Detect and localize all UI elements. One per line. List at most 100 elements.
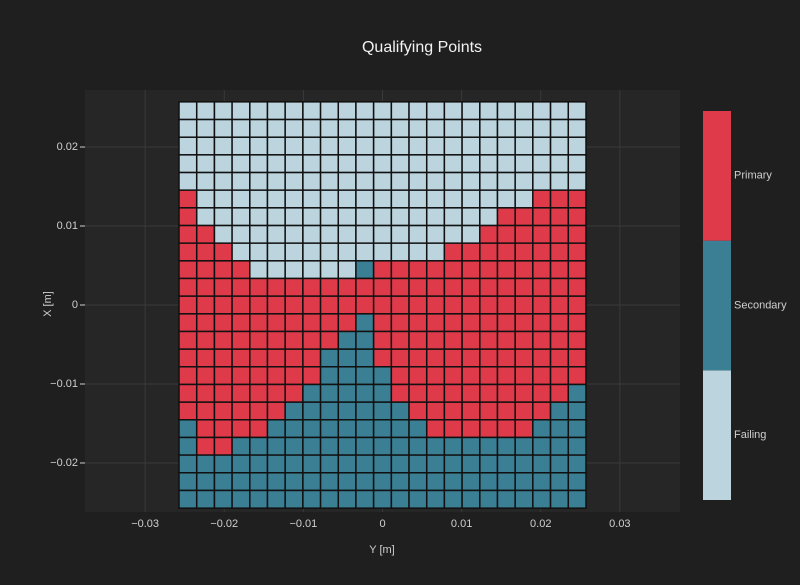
heatmap-cell (549, 366, 570, 386)
heatmap-cell (461, 242, 481, 262)
heatmap-cell (231, 171, 251, 191)
heatmap-cell (284, 277, 304, 297)
heatmap-cell (195, 101, 216, 121)
heatmap-cell (408, 295, 428, 315)
heatmap-cell (408, 489, 428, 509)
heatmap-cell (443, 260, 463, 280)
heatmap-cell (443, 136, 463, 156)
heatmap-cell (195, 207, 216, 227)
heatmap-cell (549, 401, 570, 421)
heatmap-cell (213, 136, 233, 156)
heatmap-cell (549, 295, 570, 315)
heatmap-cell (443, 313, 463, 333)
heatmap-cell (372, 489, 393, 509)
heatmap-cell (213, 348, 233, 368)
heatmap-cell (408, 277, 428, 297)
heatmap-cell (178, 472, 198, 492)
heatmap-cell (355, 295, 375, 315)
heatmap-cell (302, 366, 322, 386)
heatmap-cell (496, 383, 516, 403)
heatmap-cell (266, 189, 286, 209)
heatmap-cell (408, 348, 428, 368)
heatmap-cell (249, 330, 269, 350)
heatmap-cell (266, 260, 286, 280)
heatmap-cell (408, 313, 428, 333)
heatmap-cell (408, 154, 428, 174)
heatmap-cell (319, 207, 340, 227)
heatmap-cell (390, 489, 410, 509)
heatmap-cell (443, 171, 463, 191)
heatmap-cell (443, 489, 463, 509)
heatmap-cell (514, 118, 534, 138)
heatmap-cell (461, 330, 481, 350)
heatmap-cell (302, 277, 322, 297)
heatmap-cell (532, 260, 552, 280)
heatmap-cell (302, 224, 322, 244)
heatmap-cell (425, 366, 446, 386)
heatmap-cell (408, 472, 428, 492)
heatmap-cell (514, 436, 534, 456)
heatmap-cell (567, 242, 587, 262)
heatmap-cell (319, 101, 340, 121)
heatmap-cell (408, 224, 428, 244)
heatmap-cell (337, 489, 357, 509)
heatmap-cell (549, 136, 570, 156)
heatmap-cell (532, 242, 552, 262)
heatmap-cell (302, 383, 322, 403)
heatmap-cell (514, 313, 534, 333)
heatmap-cell (266, 171, 286, 191)
heatmap-cell (532, 118, 552, 138)
heatmap-cell (337, 295, 357, 315)
heatmap-cell (496, 207, 516, 227)
x-tick-label: −0.03 (131, 518, 159, 530)
heatmap-cell (355, 330, 375, 350)
heatmap-cell (249, 171, 269, 191)
heatmap-cell (567, 171, 587, 191)
heatmap-cell (479, 454, 499, 474)
heatmap-cell (496, 454, 516, 474)
heatmap-cell (302, 419, 322, 439)
heatmap-cell (302, 136, 322, 156)
y-tick-label: −0.01 (50, 378, 78, 390)
heatmap-cell (496, 295, 516, 315)
heatmap-cell (408, 330, 428, 350)
heatmap-cell (425, 295, 446, 315)
heatmap-cell (532, 454, 552, 474)
heatmap-cell (408, 242, 428, 262)
heatmap-cell (372, 330, 393, 350)
heatmap-cell (567, 207, 587, 227)
heatmap-cell (372, 136, 393, 156)
heatmap-cell (284, 189, 304, 209)
heatmap-cell (284, 419, 304, 439)
heatmap-cell (302, 401, 322, 421)
heatmap-cell (567, 295, 587, 315)
heatmap-cell (213, 313, 233, 333)
heatmap-cell (479, 260, 499, 280)
heatmap-cell (549, 277, 570, 297)
heatmap-cell (213, 366, 233, 386)
heatmap-cell (425, 136, 446, 156)
heatmap-cell (284, 101, 304, 121)
heatmap-cell (567, 383, 587, 403)
heatmap-cell (319, 436, 340, 456)
heatmap-cell (461, 224, 481, 244)
heatmap-cell (479, 436, 499, 456)
heatmap-cell (337, 277, 357, 297)
heatmap-cell (213, 154, 233, 174)
heatmap-cell (195, 472, 216, 492)
heatmap-cell (496, 489, 516, 509)
heatmap-cell (249, 101, 269, 121)
heatmap-cell (443, 101, 463, 121)
heatmap-cell (496, 277, 516, 297)
heatmap-cell (284, 348, 304, 368)
heatmap-cell (213, 330, 233, 350)
heatmap-cell (178, 242, 198, 262)
heatmap-cell (390, 189, 410, 209)
heatmap-cell (372, 313, 393, 333)
heatmap-cell (337, 383, 357, 403)
heatmap-cell (496, 472, 516, 492)
heatmap-cell (425, 401, 446, 421)
heatmap-cell (195, 295, 216, 315)
heatmap-cell (390, 313, 410, 333)
heatmap-cell (231, 295, 251, 315)
